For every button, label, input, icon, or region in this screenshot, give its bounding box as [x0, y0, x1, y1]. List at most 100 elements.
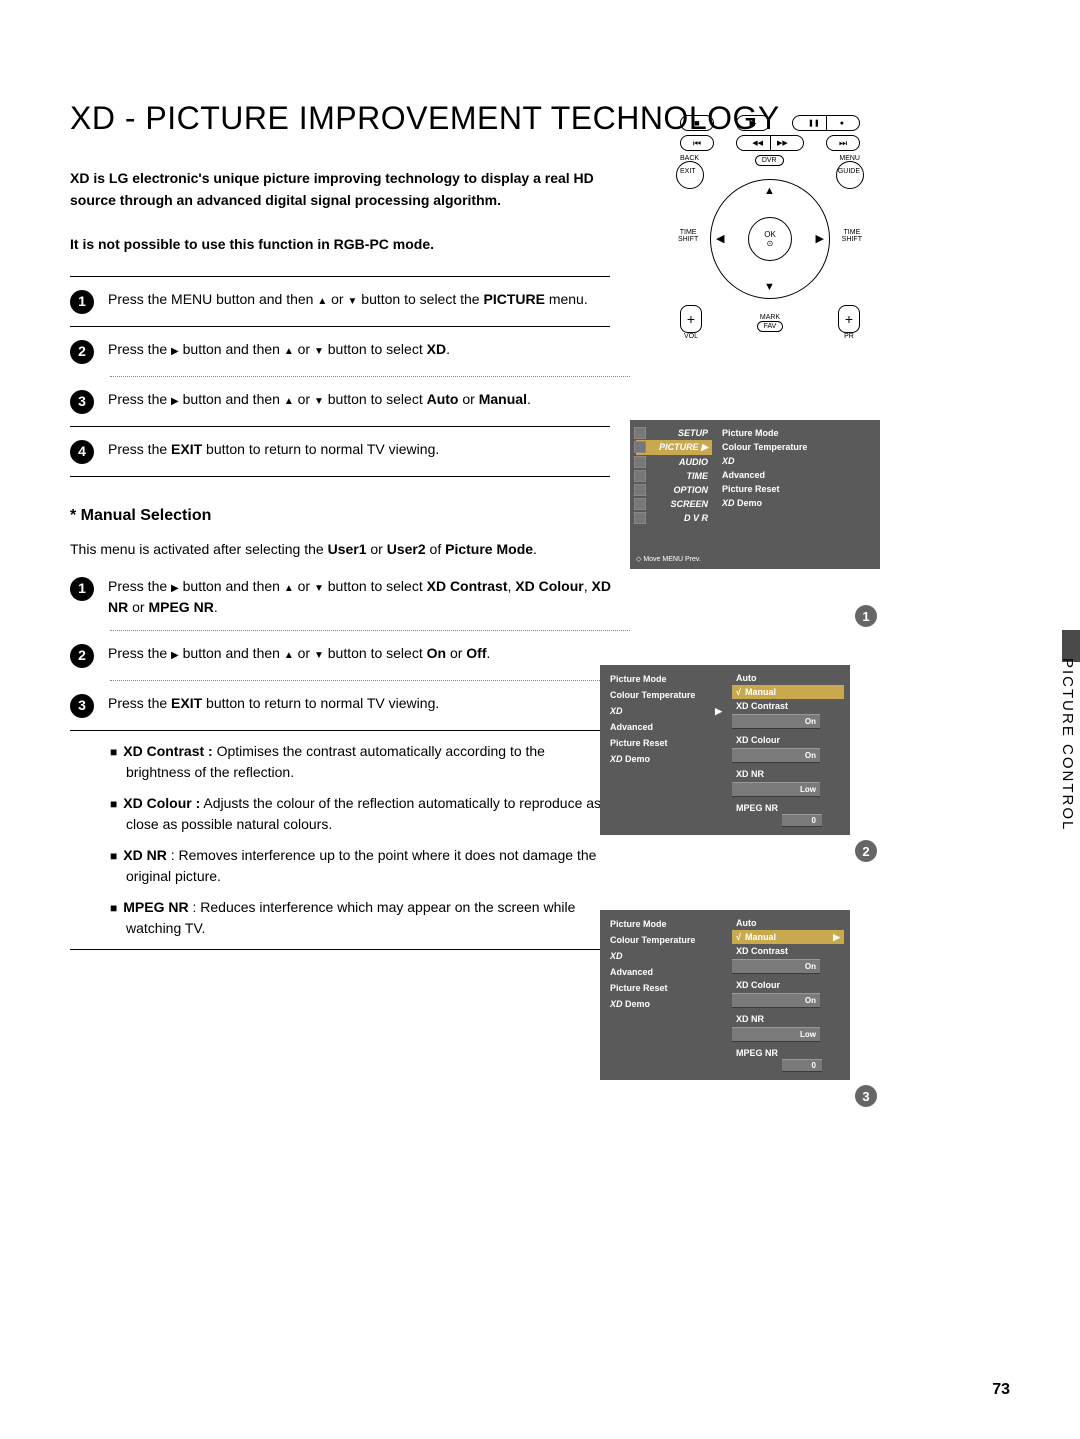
- osd1-audio: AUDIO: [636, 455, 712, 469]
- divider: [70, 730, 610, 731]
- dvr-label: DVR: [755, 155, 784, 166]
- manual-steps: 1 Press the ▶ button and then ▲ or ▼ but…: [70, 576, 630, 731]
- osd3-xdcolour-val: On: [732, 993, 820, 1008]
- left-arrow-icon: ◀: [716, 232, 724, 245]
- stop-icon: ■: [680, 115, 714, 131]
- desc-mpeg-nr: ■MPEG NR : Reduces interference which ma…: [110, 897, 610, 939]
- osd1-footer: ◇ Move MENU Prev.: [636, 525, 874, 563]
- divider-dotted: [110, 376, 630, 377]
- osd2-xdcontrast-val: On: [732, 714, 820, 729]
- intro-text: XD is LG electronic's unique picture imp…: [70, 167, 610, 212]
- osd2-xdnr: XD NR: [732, 767, 844, 781]
- osd2-xd: XD▶: [606, 703, 726, 719]
- page-number: 73: [992, 1381, 1010, 1399]
- osd2-manual: √Manual: [732, 685, 844, 699]
- osd-menu-2: Picture Mode Colour Temperature XD▶ Adva…: [600, 665, 850, 835]
- guide-button: [836, 161, 864, 189]
- osd2-mpegnr: MPEG NR0: [732, 801, 844, 833]
- osd3-manual: √Manual▶: [732, 930, 844, 944]
- down-arrow-icon: ▼: [764, 281, 775, 293]
- osd2-colourtemp: Colour Temperature: [606, 687, 726, 703]
- step-badge-4: 4: [70, 440, 94, 464]
- description-list: ■XD Contrast : Optimises the contrast au…: [70, 741, 610, 950]
- osd3-mpegnr: MPEG NR0: [732, 1046, 844, 1078]
- note-text: It is not possible to use this function …: [70, 236, 1010, 252]
- osd2-picturemode: Picture Mode: [606, 671, 726, 687]
- mstep-text-2: Press the ▶ button and then ▲ or ▼ butto…: [108, 643, 630, 664]
- osd2-xdcontrast: XD Contrast: [732, 699, 844, 713]
- osd-badge-2: 2: [855, 840, 877, 862]
- steps-list: 1 Press the MENU button and then ▲ or ▼ …: [70, 289, 630, 477]
- osd1-picturereset: Picture Reset: [718, 482, 874, 496]
- desc-xd-colour: ■XD Colour : Adjusts the colour of the r…: [110, 793, 610, 835]
- osd1-screen: SCREEN: [636, 497, 712, 511]
- osd3-xdcontrast: XD Contrast: [732, 944, 844, 958]
- fav-button: FAV: [757, 321, 784, 332]
- divider: [70, 476, 610, 477]
- osd2-auto: Auto: [732, 671, 844, 685]
- step-text-2: Press the ▶ button and then ▲ or ▼ butto…: [108, 339, 630, 360]
- osd1-advanced: Advanced: [718, 468, 874, 482]
- play-icon: ▶: [736, 115, 770, 131]
- osd1-xddemo: XD Demo: [718, 496, 874, 510]
- osd2-xdcolour-val: On: [732, 748, 820, 763]
- timeshift-left: TIMESHIFT: [678, 229, 698, 243]
- osd3-advanced: Advanced: [606, 964, 726, 980]
- osd2-advanced: Advanced: [606, 719, 726, 735]
- osd3-xd: XD: [606, 948, 726, 964]
- osd3-xdcolour: XD Colour: [732, 978, 844, 992]
- step-badge-3: 3: [70, 390, 94, 414]
- pause-rec-button: ❚❚●: [792, 115, 860, 131]
- desc-xd-nr: ■XD NR : Removes interference up to the …: [110, 845, 610, 887]
- osd2-xdcolour: XD Colour: [732, 733, 844, 747]
- osd3-xdcontrast-val: On: [732, 959, 820, 974]
- nav-ring: ▲ ▼ ◀ ▶ OK ⊙ TIMESHIFT TIMESHIFT: [710, 179, 830, 299]
- mstep-badge-2: 2: [70, 644, 94, 668]
- osd1-xd: XD: [718, 454, 874, 468]
- rw-ff-button: ◀◀▶▶: [736, 135, 804, 151]
- osd1-colourtemp: Colour Temperature: [718, 440, 874, 454]
- osd1-picture: PICTURE ▶: [636, 440, 712, 455]
- up-arrow-icon: ▲: [764, 185, 775, 197]
- pr-plus: +: [838, 305, 860, 333]
- osd1-option: OPTION: [636, 483, 712, 497]
- osd3-xdnr: XD NR: [732, 1012, 844, 1026]
- osd1-setup: SETUP: [636, 426, 712, 440]
- osd-menu-3: Picture Mode Colour Temperature XD Advan…: [600, 910, 850, 1080]
- osd-badge-3: 3: [855, 1085, 877, 1107]
- desc-xd-contrast: ■XD Contrast : Optimises the contrast au…: [110, 741, 610, 783]
- remote-diagram: ■ ▶ ❚❚● ⏮ ◀◀▶▶ ⏭ BACK DVR MENU EXIT GUID…: [680, 115, 860, 365]
- pr-label: PR: [838, 333, 860, 340]
- step-text-1: Press the MENU button and then ▲ or ▼ bu…: [108, 289, 630, 310]
- osd3-xdnr-val: Low: [732, 1027, 820, 1042]
- exit-button: [676, 161, 704, 189]
- step-badge-2: 2: [70, 340, 94, 364]
- osd3-colourtemp: Colour Temperature: [606, 932, 726, 948]
- step-text-3: Press the ▶ button and then ▲ or ▼ butto…: [108, 389, 630, 410]
- osd3-picturereset: Picture Reset: [606, 980, 726, 996]
- timeshift-right: TIMESHIFT: [842, 229, 862, 243]
- skip-back-icon: ⏮: [680, 135, 714, 151]
- osd2-xddemo: XD Demo: [606, 751, 726, 767]
- divider: [70, 426, 610, 427]
- osd1-picturemode: Picture Mode: [718, 426, 874, 440]
- osd-menu-1: SETUP PICTURE ▶ AUDIO TIME OPTION SCREEN…: [630, 420, 880, 569]
- osd3-auto: Auto: [732, 916, 844, 930]
- osd2-picturereset: Picture Reset: [606, 735, 726, 751]
- side-tab-label: PICTURE CONTROL: [1055, 650, 1080, 839]
- divider: [70, 326, 610, 327]
- mstep-badge-1: 1: [70, 577, 94, 601]
- step-text-4: Press the EXIT button to return to norma…: [108, 439, 630, 460]
- vol-plus: +: [680, 305, 702, 333]
- skip-fwd-icon: ⏭: [826, 135, 860, 151]
- osd3-xddemo: XD Demo: [606, 996, 726, 1012]
- osd2-xdnr-val: Low: [732, 782, 820, 797]
- osd3-picturemode: Picture Mode: [606, 916, 726, 932]
- page-title: XD - PICTURE IMPROVEMENT TECHNOLOGY: [70, 100, 1010, 137]
- divider-dotted: [110, 680, 630, 681]
- divider: [70, 276, 610, 277]
- step-badge-1: 1: [70, 290, 94, 314]
- divider: [70, 949, 610, 950]
- osd1-time: TIME: [636, 469, 712, 483]
- osd1-dvr: D V R: [636, 511, 712, 525]
